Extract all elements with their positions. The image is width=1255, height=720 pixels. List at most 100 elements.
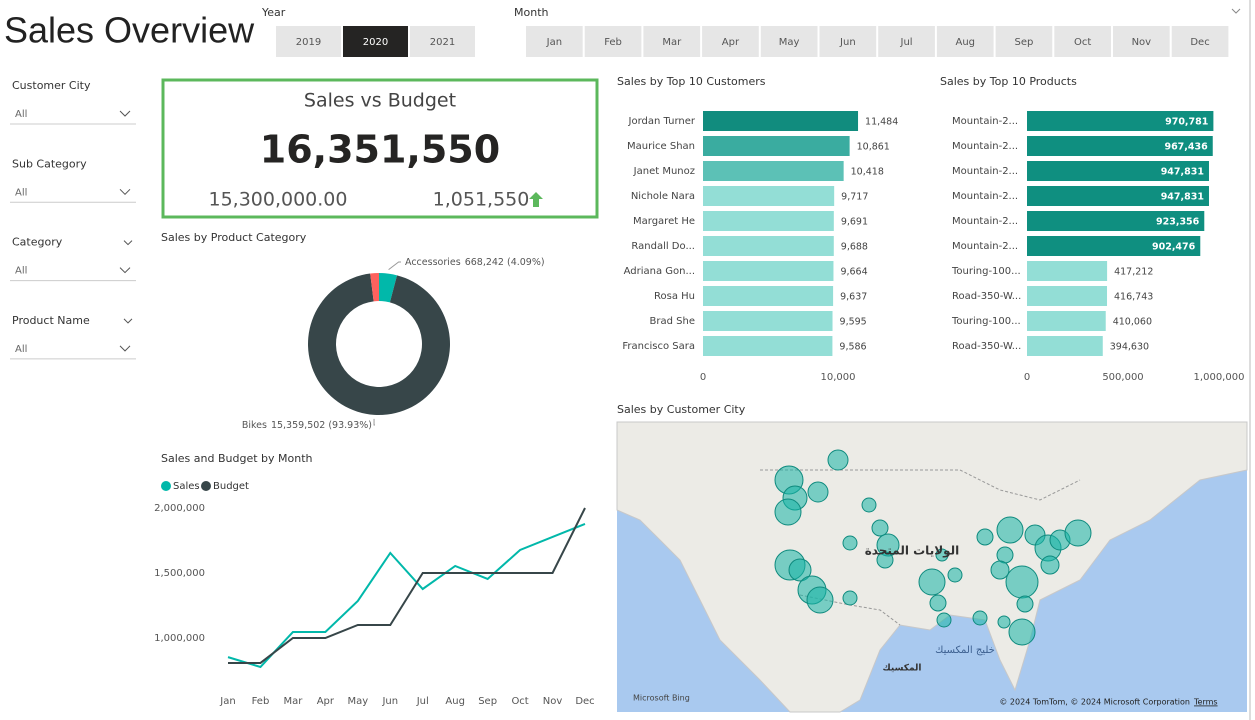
value-label: 11,484	[865, 117, 898, 128]
category-label: Road-350-W...	[952, 291, 1021, 302]
value-label: 9,595	[840, 317, 867, 328]
month-button[interactable]	[995, 26, 1053, 57]
dropdown-chevron[interactable]	[119, 188, 131, 196]
bar[interactable]	[703, 211, 834, 231]
bar[interactable]	[703, 336, 833, 356]
month-button[interactable]	[1113, 26, 1170, 57]
bar[interactable]	[703, 286, 834, 306]
land	[616, 421, 1248, 713]
x-tick-label: 0	[1024, 372, 1030, 383]
month-button-label[interactable]: May	[779, 37, 800, 48]
month-button[interactable]	[702, 26, 759, 57]
bar[interactable]	[1027, 336, 1103, 356]
collapse-icon[interactable]	[1231, 8, 1241, 14]
month-button-label[interactable]: Oct	[1074, 37, 1091, 48]
bar[interactable]	[703, 111, 859, 131]
year-label: Year	[261, 6, 286, 19]
kpi-variance: 1,051,550	[433, 189, 530, 211]
y-tick-label: 1,000,000	[154, 633, 205, 644]
dropdown-value[interactable]: All	[15, 344, 27, 355]
year-button-label[interactable]: 2020	[363, 37, 388, 48]
filter-chevron[interactable]	[123, 318, 133, 324]
bar[interactable]	[703, 236, 834, 256]
legend-marker[interactable]	[161, 481, 171, 491]
month-button-label[interactable]: Nov	[1132, 37, 1152, 48]
bar[interactable]	[1027, 136, 1213, 156]
category-label: Brad She	[650, 316, 695, 327]
chart-title: Sales by Top 10 Customers	[617, 75, 766, 88]
x-tick-label: Aug	[445, 696, 465, 707]
month-button[interactable]	[526, 26, 583, 57]
bar[interactable]	[703, 186, 835, 206]
month-button[interactable]	[878, 26, 935, 57]
value-label: 947,831	[1161, 192, 1204, 203]
month-button[interactable]	[760, 26, 818, 57]
legend-label[interactable]: Sales	[173, 481, 200, 492]
legend-label[interactable]: Budget	[213, 481, 249, 492]
map-attribution: © 2024 TomTom, © 2024 Microsoft Corporat…	[999, 698, 1190, 707]
month-button[interactable]	[584, 26, 642, 57]
slice-value: 668,242 (4.09%)	[465, 257, 545, 268]
bar[interactable]	[1027, 111, 1214, 131]
month-button-label[interactable]: Dec	[1190, 37, 1209, 48]
map-label: خليج المكسيك	[935, 645, 995, 656]
value-label: 9,691	[841, 217, 868, 228]
month-button[interactable]	[1171, 26, 1229, 57]
filter-chevron[interactable]	[123, 240, 133, 246]
map-terms[interactable]: Terms	[1193, 698, 1218, 707]
year-button-label[interactable]: 2019	[296, 37, 321, 48]
value-label: 902,476	[1152, 242, 1196, 253]
value-label: 947,831	[1161, 167, 1204, 178]
category-label: Mountain-2...	[952, 241, 1018, 252]
dropdown-chevron[interactable]	[119, 345, 131, 352]
value-label: 410,060	[1113, 317, 1152, 328]
bar[interactable]	[703, 311, 833, 331]
bar[interactable]	[1027, 236, 1201, 256]
bar[interactable]	[1027, 311, 1106, 331]
slice-category: Bikes	[242, 420, 267, 431]
month-button-label[interactable]: Feb	[604, 37, 622, 48]
month-button-label[interactable]: Jun	[839, 37, 856, 48]
month-button-label[interactable]: Mar	[662, 37, 682, 48]
dropdown-value[interactable]: All	[15, 109, 27, 120]
slice-value: 15,359,502 (93.93%)	[271, 420, 372, 431]
value-label: 10,861	[857, 142, 890, 153]
category-label: Francisco Sara	[622, 341, 695, 352]
bar[interactable]	[1027, 161, 1209, 181]
dropdown-value[interactable]: All	[15, 266, 27, 277]
bar[interactable]	[1027, 211, 1205, 231]
dropdown-value[interactable]: All	[15, 187, 27, 198]
bar[interactable]	[703, 261, 834, 281]
year-button[interactable]	[410, 26, 475, 57]
month-button-label[interactable]: Jan	[546, 37, 562, 48]
category-label: Janet Munoz	[633, 166, 695, 177]
x-tick-label: Feb	[252, 696, 270, 707]
slice-label: Bikes 15,359,502 (93.93%)	[242, 420, 372, 431]
dropdown-chevron[interactable]	[119, 110, 131, 117]
leader-line	[373, 418, 375, 426]
year-button-label[interactable]: 2021	[430, 37, 455, 48]
bar[interactable]	[703, 161, 844, 181]
month-button-label[interactable]: Apr	[722, 37, 740, 48]
bar[interactable]	[1027, 186, 1209, 206]
year-button[interactable]	[276, 26, 341, 57]
month-button-label[interactable]: Aug	[955, 37, 975, 48]
month-button-label[interactable]: Jul	[900, 37, 913, 48]
donut-slice	[308, 273, 450, 415]
bar[interactable]	[1027, 261, 1108, 281]
x-tick-label: Jun	[381, 696, 398, 707]
dropdown-chevron[interactable]	[119, 267, 131, 274]
kpi-value: 16,351,550	[260, 128, 500, 172]
x-tick-label: 500,000	[1102, 372, 1143, 383]
month-button[interactable]	[819, 26, 877, 57]
map-label: الولايات المتحدة	[865, 544, 960, 559]
month-button[interactable]	[1054, 26, 1111, 57]
month-button-label[interactable]: Sep	[1015, 37, 1034, 48]
bar[interactable]	[1027, 286, 1108, 306]
month-button[interactable]	[643, 26, 701, 57]
year-button[interactable]	[343, 26, 408, 57]
legend-marker[interactable]	[201, 481, 211, 491]
month-button[interactable]	[936, 26, 994, 57]
bar[interactable]	[703, 136, 850, 156]
